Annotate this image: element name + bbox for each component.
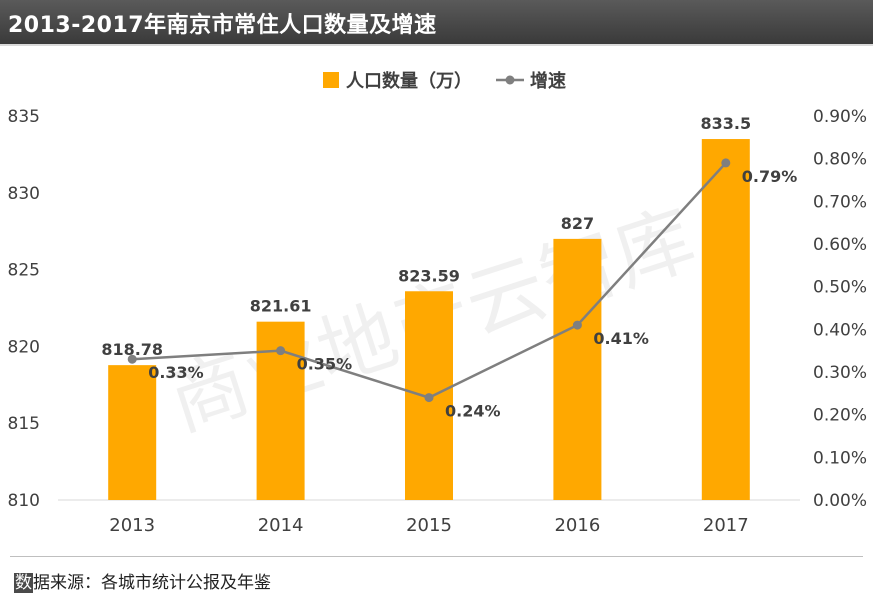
bar-value-label: 833.5 [700, 114, 751, 133]
y-left-tick-label: 830 [8, 184, 40, 204]
growth-value-label: 0.79% [742, 167, 798, 186]
source-text: 据来源：各城市统计公报及年鉴 [33, 573, 271, 593]
x-tick-label: 2017 [703, 515, 749, 536]
page-title: 2013-2017年南京市常住人口数量及增速 [8, 13, 437, 38]
y-left-tick-label: 825 [8, 261, 40, 281]
bar [701, 139, 750, 500]
growth-value-label: 0.24% [445, 402, 501, 421]
y-right-tick-label: 0.20% [813, 406, 867, 426]
bar-value-label: 821.61 [250, 297, 312, 316]
legend-line-marker [505, 75, 515, 85]
y-right-tick-label: 0.30% [813, 363, 867, 383]
y-left-tick-label: 835 [8, 107, 40, 127]
y-left-tick-label: 815 [8, 414, 40, 434]
x-tick-label: 2014 [258, 515, 304, 536]
legend-label-population: 人口数量（万） [346, 70, 472, 92]
growth-point [572, 320, 582, 330]
growth-value-label: 0.41% [593, 329, 649, 348]
legend-label-growth: 增速 [530, 70, 566, 92]
y-left-tick-label: 810 [8, 491, 40, 511]
legend-bar-swatch [323, 72, 339, 88]
bar-value-label: 818.78 [101, 340, 163, 359]
bar-value-label: 823.59 [398, 266, 460, 285]
y-right-tick-label: 0.80% [813, 150, 867, 170]
bar-value-label: 827 [561, 214, 594, 233]
growth-point [276, 346, 286, 356]
bar [553, 238, 602, 500]
y-right-tick-label: 0.10% [813, 448, 867, 468]
chart: 商业地产云智库人口数量（万）增速8108158208258308350.00%0… [8, 70, 867, 536]
growth-point [721, 158, 731, 168]
y-right-tick-label: 0.70% [813, 192, 867, 212]
y-right-tick-label: 0.90% [813, 107, 867, 127]
y-right-tick-label: 0.50% [813, 278, 867, 298]
growth-point [127, 354, 137, 364]
y-left-tick-label: 820 [8, 337, 40, 357]
growth-point [424, 393, 434, 403]
growth-value-label: 0.33% [148, 363, 204, 382]
x-tick-label: 2016 [554, 515, 600, 536]
source-note: 数据来源：各城市统计公报及年鉴 [14, 568, 271, 593]
source-first-char: 数 [14, 573, 33, 593]
x-tick-label: 2013 [109, 515, 155, 536]
y-right-tick-label: 0.40% [813, 320, 867, 340]
bar [108, 365, 157, 500]
footer-divider [10, 556, 863, 557]
title-bar: 2013-2017年南京市常住人口数量及增速 [0, 0, 873, 46]
x-tick-label: 2015 [406, 515, 452, 536]
y-right-tick-label: 0.60% [813, 235, 867, 255]
growth-value-label: 0.35% [297, 355, 353, 374]
y-right-tick-label: 0.00% [813, 491, 867, 511]
